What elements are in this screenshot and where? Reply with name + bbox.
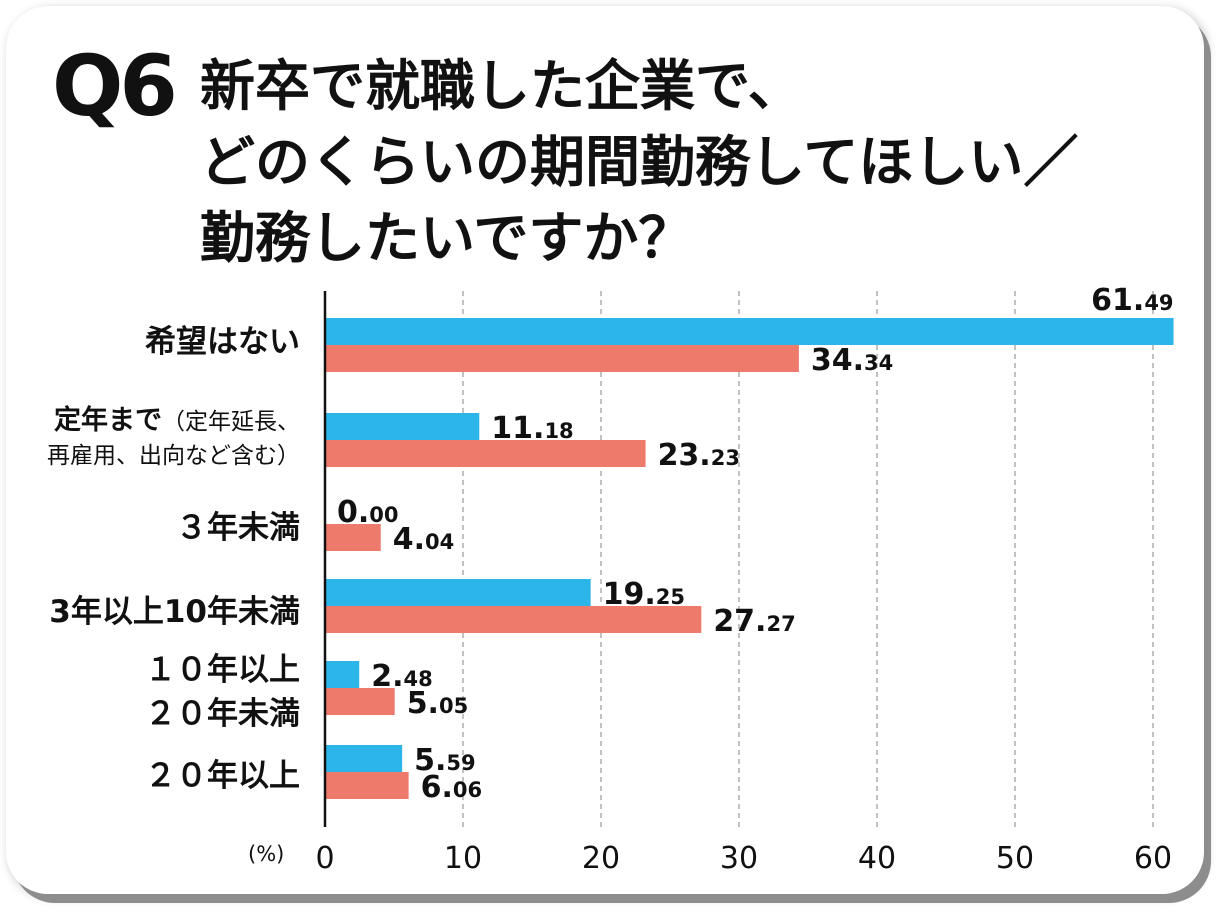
category-label-over-20: ２０年以上 (145, 756, 300, 796)
question-number: Q6 (52, 37, 178, 135)
data-label: 61.49 (1091, 283, 1173, 318)
data-label: 27.27 (713, 604, 795, 639)
category-label-text-line2: ２０年未満 (145, 696, 300, 732)
category-label-text: 3年以上10年未満 (49, 594, 300, 630)
x-tick-label: 0 (315, 841, 334, 876)
category-label-text: ２０年以上 (145, 758, 300, 794)
bar (325, 772, 409, 799)
title-line-1: 新卒で就職した企業で、 (200, 54, 803, 118)
category-label-retirement: 定年まで（定年延長、 再雇用、出向など含む） (47, 404, 300, 473)
bar (325, 745, 403, 772)
category-label-10-to-20: １０年以上 ２０年未満 (145, 648, 300, 736)
category-label-text: １０年以上 (145, 652, 300, 688)
category-label-text: 定年まで (54, 405, 162, 436)
category-label-text-line2: 再雇用、出向など含む） (47, 443, 300, 469)
data-label: 4.04 (393, 522, 455, 557)
category-label-under-3: ３年未満 (176, 508, 300, 548)
bar (325, 606, 702, 633)
bar (325, 345, 799, 372)
chart-title: 新卒で就職した企業で、 どのくらいの期間勤務してほしい／ 勤務したいですか？ (200, 48, 1078, 276)
title-line-2: どのくらいの期間勤務してほしい／ (200, 130, 1079, 194)
data-label: 5.59 (414, 743, 476, 778)
x-tick-label: 60 (1134, 841, 1172, 876)
data-label: 34.34 (811, 343, 893, 378)
bar (325, 413, 480, 440)
bar (325, 440, 646, 467)
category-label-none: 希望はない (145, 322, 300, 362)
category-label-3-to-10: 3年以上10年未満 (49, 592, 300, 632)
data-label: 5.05 (407, 686, 469, 721)
x-tick-label: 10 (444, 841, 482, 876)
bar (325, 579, 591, 606)
unit-label: (%) (248, 842, 285, 866)
bar (325, 318, 1174, 345)
bar (325, 688, 395, 715)
x-tick-label: 50 (996, 841, 1034, 876)
category-label-paren: （定年延長、 (162, 409, 300, 435)
data-label: 23.23 (658, 438, 740, 473)
category-label-text: ３年未満 (176, 510, 300, 546)
bar (325, 661, 360, 688)
x-tick-label: 20 (582, 841, 620, 876)
data-label: 6.06 (421, 770, 483, 805)
category-label-text: 希望はない (145, 324, 300, 360)
title-line-3: 勤務したいですか？ (200, 206, 694, 270)
x-tick-label: 30 (720, 841, 758, 876)
x-tick-label: 40 (858, 841, 896, 876)
bar (325, 524, 381, 551)
